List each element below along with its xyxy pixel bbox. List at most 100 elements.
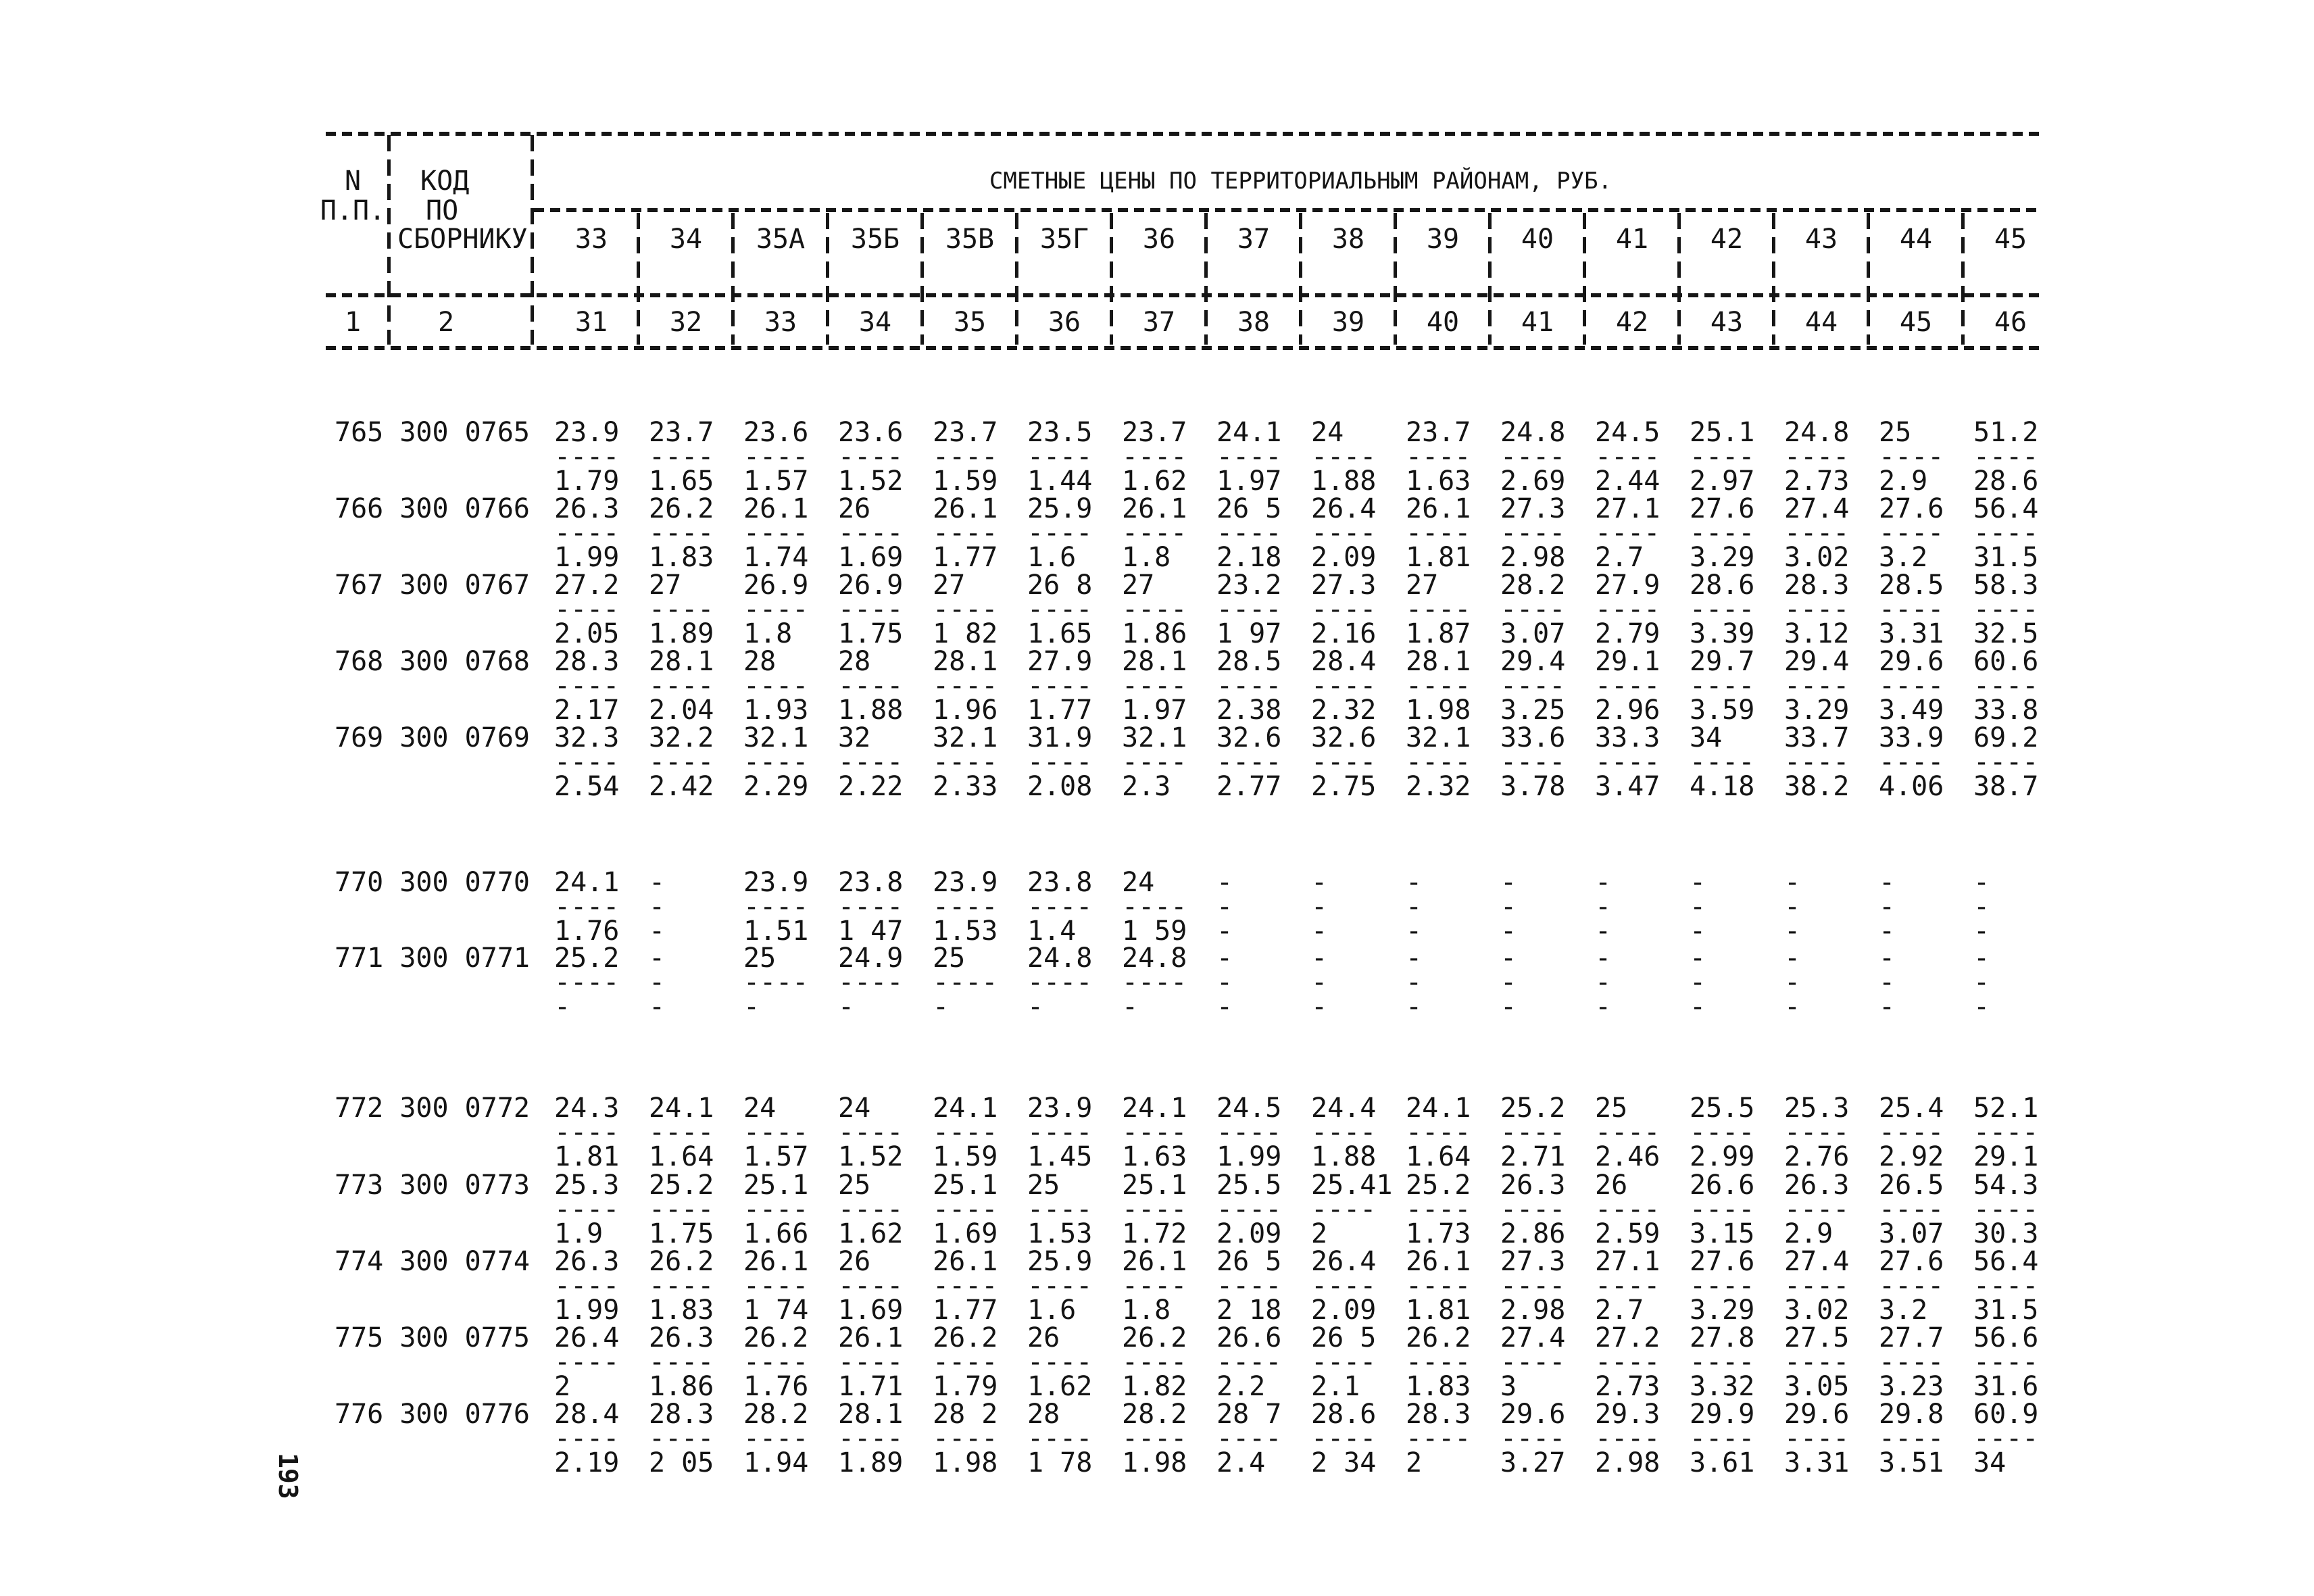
row-number-header-line2: П.П. [320, 195, 386, 226]
price-numerator: 25.2 [649, 1170, 714, 1201]
price-denominator: 1.71 [838, 1371, 904, 1402]
price-denominator: 2 [1406, 1447, 1423, 1478]
price-denominator: 1.89 [838, 1447, 904, 1478]
price-denominator: 1 47 [838, 916, 904, 947]
price-numerator: 26.2 [1406, 1322, 1471, 1353]
fraction-bar: ---- [1311, 670, 1377, 701]
fraction-bar: ---- [1311, 1423, 1377, 1454]
price-numerator: 32.2 [649, 722, 714, 753]
fraction-bar: ---- [933, 1423, 998, 1454]
price-numerator: 58.3 [1973, 570, 2039, 601]
price-denominator: 1.63 [1122, 1141, 1187, 1172]
price-numerator: 23.2 [1216, 570, 1282, 601]
fraction-bar: ---- [554, 1423, 620, 1454]
fraction-bar: ---- [1879, 670, 1944, 701]
fraction-bar: ---- [1500, 1423, 1566, 1454]
column-number: 40 [1426, 307, 1460, 338]
fraction-bar: ---- [1216, 1423, 1282, 1454]
price-numerator: 32.1 [1406, 722, 1471, 753]
price-denominator: 2.9 [1879, 466, 1928, 497]
price-denominator: 4.18 [1690, 771, 1755, 802]
price-numerator: - [1784, 867, 1801, 898]
price-numerator: 29.6 [1500, 1399, 1566, 1430]
price-numerator: - [1784, 943, 1801, 974]
price-numerator: 27.2 [554, 570, 620, 601]
column-separator [1394, 213, 1397, 345]
price-denominator: 2.29 [743, 771, 809, 802]
price-denominator: 2.46 [1595, 1141, 1660, 1172]
price-denominator: 1.98 [933, 1447, 998, 1478]
fraction-bar: ---- [1784, 670, 1850, 701]
code-header-line3: СБОРНИКУ [397, 224, 528, 255]
fraction-bar: ---- [1311, 747, 1377, 778]
price-numerator: 24 [1311, 417, 1344, 448]
row-code: 769 300 0769 [335, 722, 530, 753]
price-denominator: 2.42 [649, 771, 714, 802]
price-numerator: - [1216, 943, 1233, 974]
fraction-bar: ---- [933, 441, 998, 472]
price-denominator: 1.75 [838, 618, 904, 649]
column-separator [920, 213, 924, 345]
price-numerator: 25.2 [554, 943, 620, 974]
fraction-bar: ---- [1406, 747, 1471, 778]
price-numerator: 29.4 [1500, 646, 1566, 677]
price-denominator: - [1311, 916, 1328, 947]
fraction-bar: ---- [743, 747, 809, 778]
fraction-bar: ---- [743, 1270, 809, 1301]
price-numerator: 24.9 [838, 943, 904, 974]
fraction-bar: ---- [649, 594, 714, 625]
price-numerator: 27.6 [1690, 493, 1755, 524]
fraction-bar: ---- [649, 747, 714, 778]
price-numerator: 28.4 [1311, 646, 1377, 677]
fraction-bar: ---- [1122, 967, 1187, 998]
price-denominator: 1.8 [1122, 542, 1171, 573]
fraction-bar: ---- [554, 747, 620, 778]
fraction-bar: ---- [1879, 1270, 1944, 1301]
price-denominator: 1.8 [1122, 1295, 1171, 1326]
district-code-header: 39 [1426, 224, 1460, 255]
price-denominator: 2.76 [1784, 1141, 1850, 1172]
price-denominator: 32.5 [1973, 618, 2039, 649]
price-denominator: 1.83 [1406, 1371, 1471, 1402]
column-number: 37 [1142, 307, 1176, 338]
price-numerator: - [1879, 867, 1896, 898]
fraction-bar: ---- [649, 441, 714, 472]
price-denominator: 2.22 [838, 771, 904, 802]
price-numerator: 56.4 [1973, 1246, 2039, 1277]
fraction-bar: ---- [1973, 518, 2039, 549]
price-numerator: 26.2 [743, 1322, 809, 1353]
column-separator [1204, 213, 1208, 345]
price-denominator: - [554, 991, 571, 1022]
column-separator [731, 213, 735, 345]
price-numerator: 28.2 [1122, 1399, 1187, 1430]
price-numerator: 28.1 [1406, 646, 1471, 677]
fraction-bar: ---- [1406, 670, 1471, 701]
price-numerator: 24.1 [649, 1093, 714, 1124]
column-number: 43 [1710, 307, 1744, 338]
fraction-bar: - [1973, 891, 1990, 922]
price-denominator: 2 34 [1311, 1447, 1377, 1478]
price-numerator: 28.3 [649, 1399, 714, 1430]
price-numerator: 26 8 [1027, 570, 1093, 601]
price-numerator: 25.5 [1216, 1170, 1282, 1201]
price-denominator: - [1690, 916, 1706, 947]
price-denominator: 3.59 [1690, 695, 1755, 726]
price-denominator: - [1406, 916, 1423, 947]
price-numerator: - [1500, 867, 1517, 898]
fraction-bar: ---- [1595, 670, 1660, 701]
price-denominator: 2.19 [554, 1447, 620, 1478]
price-numerator: 26.1 [1122, 1246, 1187, 1277]
price-denominator: 3.31 [1879, 618, 1944, 649]
price-numerator: 26.1 [743, 493, 809, 524]
fraction-bar: ---- [1027, 594, 1093, 625]
fraction-bar: ---- [1973, 594, 2039, 625]
fraction-bar: ---- [838, 747, 904, 778]
district-code-header: 35А [756, 224, 806, 255]
fraction-bar: ---- [1122, 441, 1187, 472]
price-numerator: 26.1 [838, 1322, 904, 1353]
column-separator [1015, 213, 1018, 345]
price-numerator: 56.4 [1973, 493, 2039, 524]
price-numerator: 24.5 [1216, 1093, 1282, 1124]
price-numerator: 23.8 [838, 867, 904, 898]
